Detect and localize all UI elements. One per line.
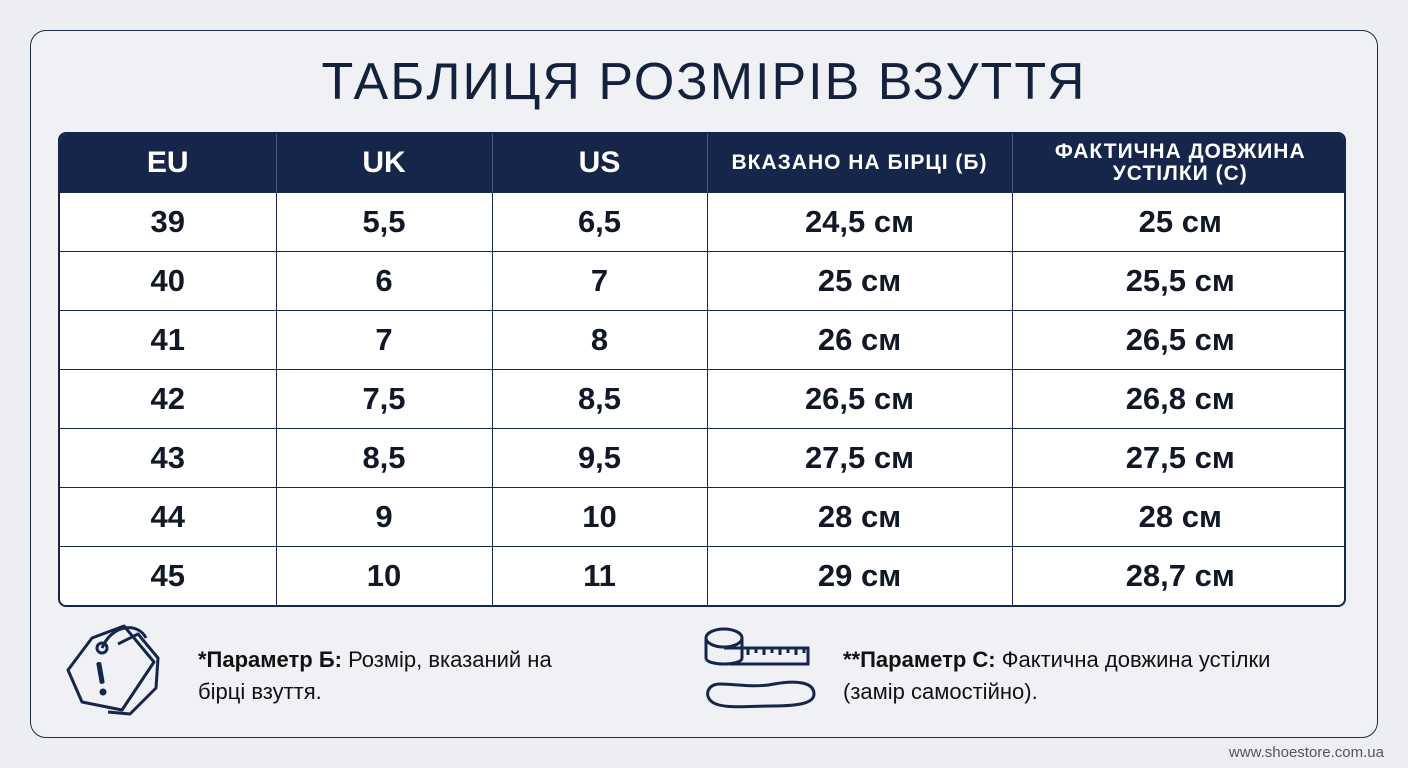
note-text: Розмір, вказаний на бірці взуття.: [198, 647, 552, 704]
table-row: 41 7 8 26 см 26,5 см: [60, 310, 1344, 370]
table-cell: 26,5 см: [706, 369, 1012, 429]
table-cell: 6,5: [491, 192, 707, 252]
table-cell: 25 см: [706, 251, 1012, 311]
header-row: EU UK US ВКАЗАНО НА БІРЦІ (Б) ФАКТИЧНА ДОВЖИ…: [60, 134, 1344, 193]
table-cell: 25 см: [1011, 192, 1344, 252]
table-row: 40 6 7 25 см 25,5 см: [60, 251, 1344, 311]
column-header: ВКАЗАНО НА БІРЦІ (Б): [706, 134, 1012, 193]
table-cell: 40: [60, 251, 276, 311]
tape-insole-icon: [704, 627, 816, 709]
note: **Параметр С: Фактична довжина устілки (…: [843, 644, 1283, 708]
footer-url: www.shoestore.com.ua: [1228, 744, 1384, 761]
note-label: **Параметр С:: [843, 647, 996, 672]
table-body: 39 5,5 6,5 24,5 см 25 см 40 6 7 25 см 25,5 см 41 7 8…: [60, 192, 1344, 605]
table: EU UK US ВКАЗАНО НА БІРЦІ (Б) ФАКТИЧНА ДОВЖИ…: [60, 134, 1344, 605]
column-header: EU: [60, 134, 276, 193]
table-cell: 44: [60, 487, 276, 547]
size-table: EU UK US ВКАЗАНО НА БІРЦІ (Б) ФАКТИЧНА ДОВЖИ…: [58, 132, 1346, 607]
table-cell: 10: [275, 546, 492, 605]
table-cell: 45: [60, 546, 276, 605]
table-cell: 7,5: [275, 369, 492, 429]
title: ТАБЛИЦЯ РОЗМІРІВ ВЗУТТЯ: [321, 53, 1087, 111]
table-cell: 5,5: [275, 192, 492, 252]
table-cell: 41: [60, 310, 276, 370]
tag-icon: [66, 624, 160, 716]
table-cell: 42: [60, 369, 276, 429]
table-row: 45 10 11 29 см 28,7 см: [60, 546, 1344, 605]
table-row: 39 5,5 6,5 24,5 см 25 см: [60, 192, 1344, 252]
column-header: US: [491, 134, 707, 193]
table-cell: 6: [275, 251, 492, 311]
table-cell: 8: [491, 310, 707, 370]
table-cell: 8,5: [491, 369, 707, 429]
table-cell: 9,5: [491, 428, 707, 488]
table-cell: 28,7 см: [1011, 546, 1344, 605]
table-cell: 24,5 см: [706, 192, 1012, 252]
table-cell: 27,5 см: [1011, 428, 1344, 488]
table-cell: 39: [60, 192, 276, 252]
table-row: 42 7,5 8,5 26,5 см 26,8 см: [60, 369, 1344, 429]
column-header: ФАКТИЧНА ДОВЖИНА УСТІЛКИ (С): [1011, 134, 1344, 193]
table-cell: 10: [491, 487, 707, 547]
table-cell: 27,5 см: [706, 428, 1012, 488]
table-cell: 9: [275, 487, 492, 547]
table-cell: 7: [275, 310, 492, 370]
table-cell: 28 см: [1011, 487, 1344, 547]
table-cell: 26,8 см: [1011, 369, 1344, 429]
note-label: *Параметр Б:: [198, 647, 342, 672]
column-header: UK: [275, 134, 492, 193]
table-cell: 28 см: [706, 487, 1012, 547]
table-row: 43 8,5 9,5 27,5 см 27,5 см: [60, 428, 1344, 488]
table-cell: 11: [491, 546, 707, 605]
note-text: Фактична довжина устілки (замір самостій…: [843, 647, 1271, 704]
table-row: 44 9 10 28 см 28 см: [60, 487, 1344, 547]
table-cell: 26 см: [706, 310, 1012, 370]
table-cell: 29 см: [706, 546, 1012, 605]
table-cell: 7: [491, 251, 707, 311]
table-cell: 8,5: [275, 428, 492, 488]
table-cell: 26,5 см: [1011, 310, 1344, 370]
table-cell: 43: [60, 428, 276, 488]
note: *Параметр Б: Розмір, вказаний на бірці в…: [198, 644, 598, 708]
table-cell: 25,5 см: [1011, 251, 1344, 311]
